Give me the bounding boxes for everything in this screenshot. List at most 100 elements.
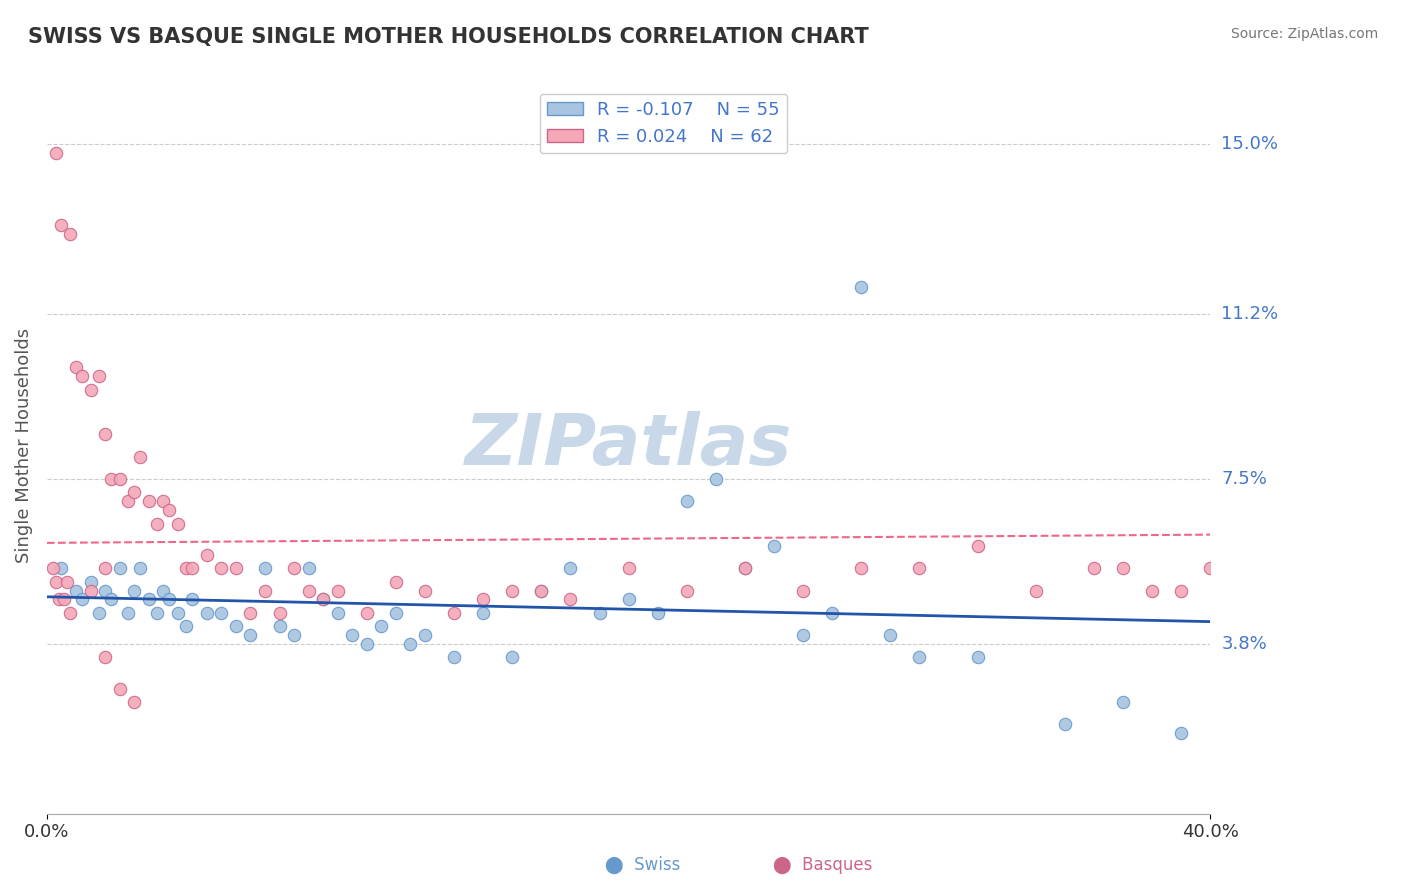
Point bbox=[45, 574, 67, 589]
Point bbox=[65, 583, 87, 598]
Point bbox=[560, 561, 582, 575]
Point bbox=[157, 592, 180, 607]
Point bbox=[1053, 717, 1076, 731]
Text: SWISS VS BASQUE SINGLE MOTHER HOUSEHOLDS CORRELATION CHART: SWISS VS BASQUE SINGLE MOTHER HOUSEHOLDS… bbox=[28, 27, 869, 46]
Point bbox=[413, 583, 436, 598]
Point bbox=[157, 503, 180, 517]
Point bbox=[89, 606, 111, 620]
Point bbox=[1112, 561, 1135, 575]
Point bbox=[181, 592, 204, 607]
Point bbox=[56, 574, 79, 589]
Point bbox=[1199, 561, 1222, 575]
Point bbox=[326, 583, 349, 598]
Point bbox=[908, 561, 931, 575]
Point bbox=[675, 583, 697, 598]
Y-axis label: Single Mother Households: Single Mother Households bbox=[15, 328, 32, 563]
Point bbox=[51, 561, 73, 575]
Point bbox=[342, 628, 364, 642]
Point bbox=[966, 650, 988, 665]
Point bbox=[588, 606, 610, 620]
Point bbox=[617, 592, 640, 607]
Point bbox=[851, 561, 873, 575]
Point bbox=[176, 619, 198, 633]
Point bbox=[283, 628, 305, 642]
Point bbox=[501, 650, 523, 665]
Point bbox=[908, 650, 931, 665]
Point bbox=[298, 561, 321, 575]
Text: 15.0%: 15.0% bbox=[1222, 136, 1278, 153]
Point bbox=[138, 592, 160, 607]
Point bbox=[146, 606, 169, 620]
Point bbox=[472, 592, 495, 607]
Point bbox=[100, 472, 122, 486]
Point bbox=[117, 494, 139, 508]
Point bbox=[79, 583, 101, 598]
Point bbox=[472, 606, 495, 620]
Point bbox=[1112, 695, 1135, 709]
Text: Source: ZipAtlas.com: Source: ZipAtlas.com bbox=[1230, 27, 1378, 41]
Point bbox=[253, 583, 276, 598]
Point bbox=[298, 583, 321, 598]
Point bbox=[356, 637, 378, 651]
Point bbox=[1170, 583, 1192, 598]
Point bbox=[253, 561, 276, 575]
Point bbox=[94, 583, 117, 598]
Point bbox=[70, 592, 93, 607]
Point bbox=[413, 628, 436, 642]
Point bbox=[108, 472, 131, 486]
Point bbox=[269, 619, 291, 633]
Point bbox=[166, 606, 188, 620]
Point bbox=[1170, 726, 1192, 740]
Point bbox=[1140, 583, 1163, 598]
Point bbox=[129, 450, 152, 464]
Point bbox=[385, 574, 408, 589]
Point bbox=[530, 583, 553, 598]
Point bbox=[239, 628, 262, 642]
Point bbox=[94, 561, 117, 575]
Point bbox=[209, 561, 232, 575]
Point bbox=[41, 561, 63, 575]
Point bbox=[879, 628, 901, 642]
Point bbox=[763, 539, 786, 553]
Point bbox=[176, 561, 198, 575]
Point bbox=[122, 485, 145, 500]
Point bbox=[79, 574, 101, 589]
Point bbox=[370, 619, 392, 633]
Point bbox=[152, 583, 174, 598]
Text: ⬤  Basques: ⬤ Basques bbox=[773, 856, 873, 874]
Point bbox=[225, 619, 247, 633]
Point bbox=[356, 606, 378, 620]
Point bbox=[792, 628, 814, 642]
Point bbox=[70, 369, 93, 384]
Point bbox=[443, 650, 465, 665]
Point bbox=[152, 494, 174, 508]
Point bbox=[1025, 583, 1047, 598]
Point bbox=[851, 280, 873, 294]
Point bbox=[51, 218, 73, 232]
Point bbox=[269, 606, 291, 620]
Point bbox=[501, 583, 523, 598]
Point bbox=[443, 606, 465, 620]
Point bbox=[399, 637, 422, 651]
Text: ZIPatlas: ZIPatlas bbox=[465, 411, 792, 480]
Point bbox=[94, 650, 117, 665]
Point bbox=[821, 606, 844, 620]
Point bbox=[966, 539, 988, 553]
Point bbox=[59, 606, 82, 620]
Point bbox=[122, 695, 145, 709]
Point bbox=[117, 606, 139, 620]
Point bbox=[108, 561, 131, 575]
Point bbox=[239, 606, 262, 620]
Point bbox=[734, 561, 756, 575]
Point bbox=[225, 561, 247, 575]
Point bbox=[53, 592, 76, 607]
Point bbox=[283, 561, 305, 575]
Point bbox=[385, 606, 408, 620]
Point bbox=[312, 592, 335, 607]
Point bbox=[326, 606, 349, 620]
Point bbox=[312, 592, 335, 607]
Point bbox=[89, 369, 111, 384]
Point bbox=[59, 227, 82, 241]
Point bbox=[129, 561, 152, 575]
Point bbox=[48, 592, 70, 607]
